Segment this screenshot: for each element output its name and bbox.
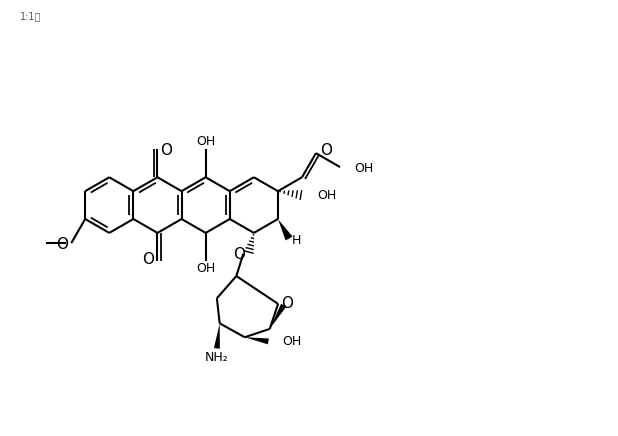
Text: O: O xyxy=(56,237,69,252)
Text: O: O xyxy=(281,296,293,311)
Text: NH₂: NH₂ xyxy=(205,351,229,364)
Polygon shape xyxy=(214,324,220,349)
Polygon shape xyxy=(278,219,292,240)
Polygon shape xyxy=(269,304,286,329)
Text: O: O xyxy=(143,252,154,267)
Text: OH: OH xyxy=(196,262,215,275)
Text: O: O xyxy=(320,143,332,158)
Text: H: H xyxy=(291,234,301,247)
Text: OH: OH xyxy=(282,335,302,348)
Text: OH: OH xyxy=(317,189,336,202)
Polygon shape xyxy=(245,337,269,344)
Text: 1:1比: 1:1比 xyxy=(20,11,41,21)
Text: O: O xyxy=(161,143,172,158)
Text: OH: OH xyxy=(196,135,215,148)
Text: O: O xyxy=(234,247,245,262)
Text: OH: OH xyxy=(354,162,373,174)
